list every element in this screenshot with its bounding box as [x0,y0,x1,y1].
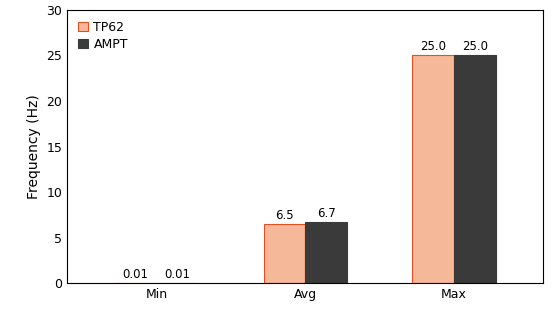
Bar [305,222,347,283]
Text: 25.0: 25.0 [462,40,488,53]
Y-axis label: Frequency (Hz): Frequency (Hz) [27,94,41,199]
Text: 25.0: 25.0 [420,40,446,53]
Text: 6.5: 6.5 [275,209,293,222]
Legend: TP62, AMPT: TP62, AMPT [73,16,133,56]
Text: 6.7: 6.7 [316,207,335,220]
Bar [264,224,305,283]
Text: 0.01: 0.01 [123,268,148,281]
Bar [454,55,496,283]
Bar [412,55,454,283]
Text: 0.01: 0.01 [164,268,190,281]
